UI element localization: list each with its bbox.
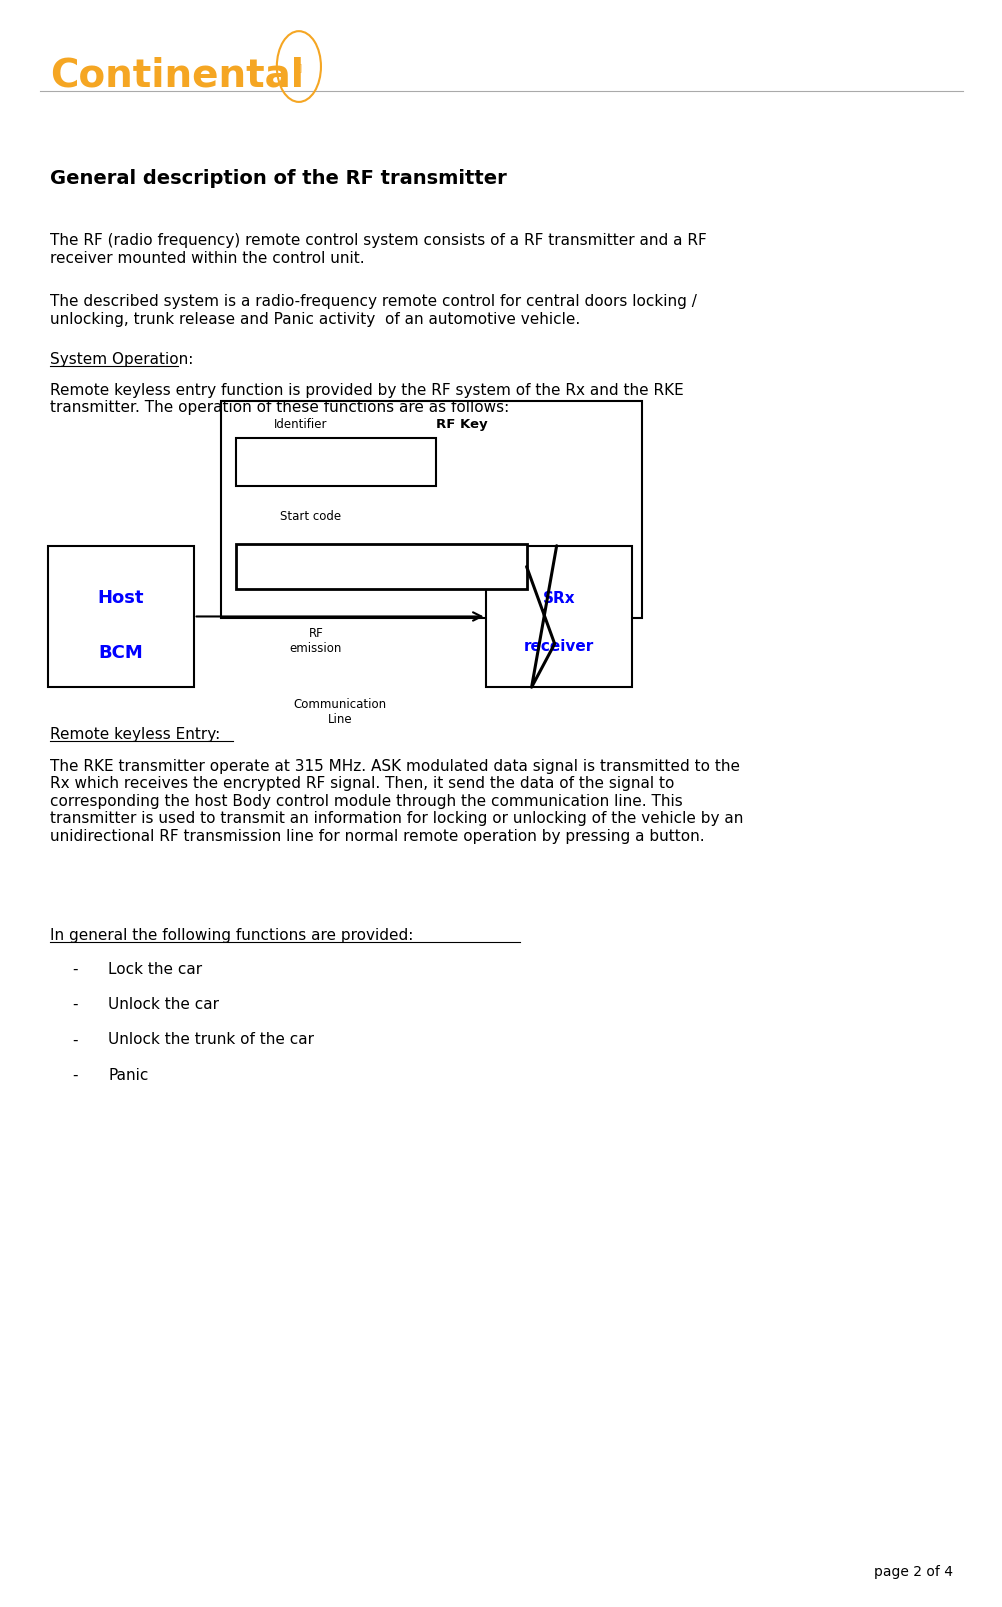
- Text: -: -: [72, 1032, 77, 1046]
- Text: Unlock the car: Unlock the car: [108, 996, 219, 1011]
- Text: The RKE transmitter operate at 315 MHz. ASK modulated data signal is transmitted: The RKE transmitter operate at 315 MHz. …: [50, 759, 742, 844]
- Text: Continental: Continental: [50, 56, 304, 95]
- Text: 🐎: 🐎: [296, 63, 302, 72]
- Text: Panic: Panic: [108, 1067, 148, 1082]
- Text: SRx: SRx: [542, 590, 575, 606]
- Text: -: -: [72, 996, 77, 1011]
- Text: Remote keyless entry function is provided by the RF system of the Rx and the RKE: Remote keyless entry function is provide…: [50, 382, 683, 415]
- Bar: [48, 546, 193, 688]
- Text: -: -: [72, 1067, 77, 1082]
- Text: Unlock the trunk of the car: Unlock the trunk of the car: [108, 1032, 314, 1046]
- Text: The RF (radio frequency) remote control system consists of a RF transmitter and : The RF (radio frequency) remote control …: [50, 233, 706, 265]
- Text: Remote keyless Entry:: Remote keyless Entry:: [50, 726, 220, 741]
- Bar: [486, 546, 631, 688]
- Text: Host: Host: [97, 588, 144, 607]
- Text: receiver: receiver: [523, 638, 594, 654]
- Text: -: -: [72, 961, 77, 975]
- Text: RF Key: RF Key: [435, 418, 487, 431]
- Text: Start code: Start code: [281, 509, 341, 522]
- Text: Communication
Line: Communication Line: [294, 697, 386, 725]
- Text: Identifier: Identifier: [274, 418, 328, 431]
- Text: The described system is a radio-frequency remote control for central doors locki: The described system is a radio-frequenc…: [50, 294, 696, 326]
- Text: RF
emission: RF emission: [290, 627, 342, 654]
- Text: page 2 of 4: page 2 of 4: [873, 1564, 952, 1578]
- Text: General description of the RF transmitter: General description of the RF transmitte…: [50, 169, 506, 188]
- Bar: [235, 545, 526, 590]
- Text: Lock the car: Lock the car: [108, 961, 202, 975]
- Bar: [220, 402, 641, 619]
- Bar: [235, 439, 436, 487]
- Text: BCM: BCM: [98, 643, 143, 662]
- Text: System Operation:: System Operation:: [50, 352, 193, 366]
- Text: In general the following functions are provided:: In general the following functions are p…: [50, 927, 413, 942]
